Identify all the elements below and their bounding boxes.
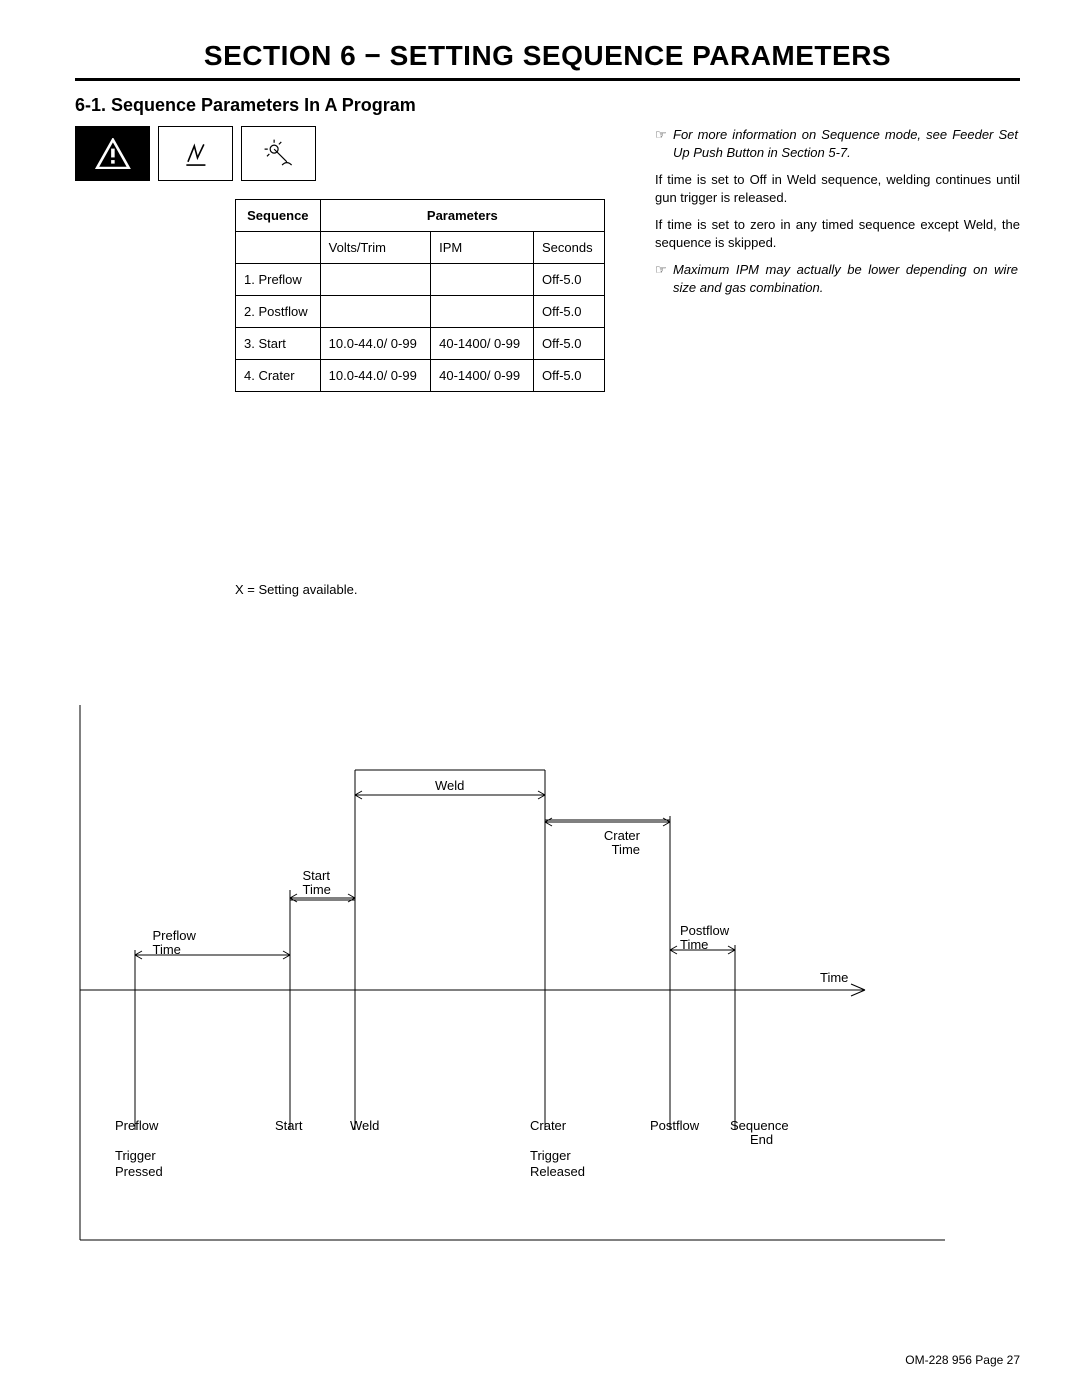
th-ipm: IPM <box>431 232 534 264</box>
th-parameters: Parameters <box>320 200 604 232</box>
timing-diagram: TimePreflowTimeStartTimeWeldCraterTimePo… <box>75 700 1020 1260</box>
side-note-4-text: Maximum IPM may actually be lower depend… <box>673 261 1018 296</box>
side-note-2: If time is set to Off in Weld sequence, … <box>655 171 1020 206</box>
cell-seconds: Off-5.0 <box>533 264 604 296</box>
section-title: SECTION 6 − SETTING SEQUENCE PARAMETERS <box>75 40 1020 81</box>
cell-ipm: 40-1400/ 0-99 <box>431 328 534 360</box>
th-volts: Volts/Trim <box>320 232 430 264</box>
th-sequence: Sequence <box>236 200 321 232</box>
page: SECTION 6 − SETTING SEQUENCE PARAMETERS … <box>0 0 1080 1397</box>
th-seconds: Seconds <box>533 232 604 264</box>
svg-text:Preflow: Preflow <box>115 1118 159 1133</box>
warning-icons <box>75 126 625 181</box>
note-setting-available: X = Setting available. <box>235 582 625 597</box>
svg-text:Crater: Crater <box>530 1118 567 1133</box>
content-row: Sequence Parameters Volts/Trim IPM Secon… <box>75 126 1020 597</box>
svg-text:Time: Time <box>680 937 708 952</box>
cell-volts <box>320 264 430 296</box>
cell-seq: 4. Crater <box>236 360 321 392</box>
hot-surface-icon <box>158 126 233 181</box>
cell-seq: 2. Postflow <box>236 296 321 328</box>
svg-text:Sequence: Sequence <box>730 1118 789 1133</box>
cell-ipm <box>431 296 534 328</box>
svg-text:Crater: Crater <box>604 828 641 843</box>
arc-rays-icon <box>241 126 316 181</box>
svg-text:Trigger: Trigger <box>115 1148 156 1163</box>
svg-text:Postflow: Postflow <box>650 1118 700 1133</box>
svg-text:Start: Start <box>303 868 331 883</box>
svg-text:Postflow: Postflow <box>680 923 730 938</box>
cell-ipm: 40-1400/ 0-99 <box>431 360 534 392</box>
cell-ipm <box>431 264 534 296</box>
pointer-icon: ☞ <box>655 126 673 144</box>
subsection-title: 6-1. Sequence Parameters In A Program <box>75 95 1020 116</box>
table-row: 2. Postflow Off-5.0 <box>236 296 605 328</box>
side-note-1-text: For more information on Sequence mode, s… <box>673 126 1018 161</box>
cell-seconds: Off-5.0 <box>533 360 604 392</box>
cell-seq: 3. Start <box>236 328 321 360</box>
svg-text:Start: Start <box>275 1118 303 1133</box>
svg-text:Trigger: Trigger <box>530 1148 571 1163</box>
svg-text:Weld: Weld <box>350 1118 379 1133</box>
table-subheader-row: Volts/Trim IPM Seconds <box>236 232 605 264</box>
svg-text:Preflow: Preflow <box>153 928 197 943</box>
cell-volts <box>320 296 430 328</box>
pointer-icon: ☞ <box>655 261 673 279</box>
side-note-1: ☞For more information on Sequence mode, … <box>655 126 1020 161</box>
warning-triangle-icon <box>75 126 150 181</box>
table-row: 4. Crater 10.0-44.0/ 0-99 40-1400/ 0-99 … <box>236 360 605 392</box>
cell-seconds: Off-5.0 <box>533 296 604 328</box>
page-footer: OM-228 956 Page 27 <box>905 1353 1020 1367</box>
left-column: Sequence Parameters Volts/Trim IPM Secon… <box>75 126 625 597</box>
svg-text:Time: Time <box>820 970 848 985</box>
svg-text:Pressed: Pressed <box>115 1164 163 1179</box>
cell-seconds: Off-5.0 <box>533 328 604 360</box>
svg-text:Time: Time <box>303 882 331 897</box>
side-note-4: ☞Maximum IPM may actually be lower depen… <box>655 261 1020 296</box>
table-row: 3. Start 10.0-44.0/ 0-99 40-1400/ 0-99 O… <box>236 328 605 360</box>
cell-volts: 10.0-44.0/ 0-99 <box>320 360 430 392</box>
cell-seq: 1. Preflow <box>236 264 321 296</box>
svg-text:Time: Time <box>612 842 640 857</box>
svg-text:Released: Released <box>530 1164 585 1179</box>
table-row: 1. Preflow Off-5.0 <box>236 264 605 296</box>
svg-text:End: End <box>750 1132 773 1147</box>
svg-text:Weld: Weld <box>435 778 464 793</box>
side-note-3: If time is set to zero in any timed sequ… <box>655 216 1020 251</box>
svg-text:Time: Time <box>153 942 181 957</box>
right-column: ☞For more information on Sequence mode, … <box>655 126 1020 597</box>
cell-volts: 10.0-44.0/ 0-99 <box>320 328 430 360</box>
parameters-table: Sequence Parameters Volts/Trim IPM Secon… <box>235 199 605 392</box>
